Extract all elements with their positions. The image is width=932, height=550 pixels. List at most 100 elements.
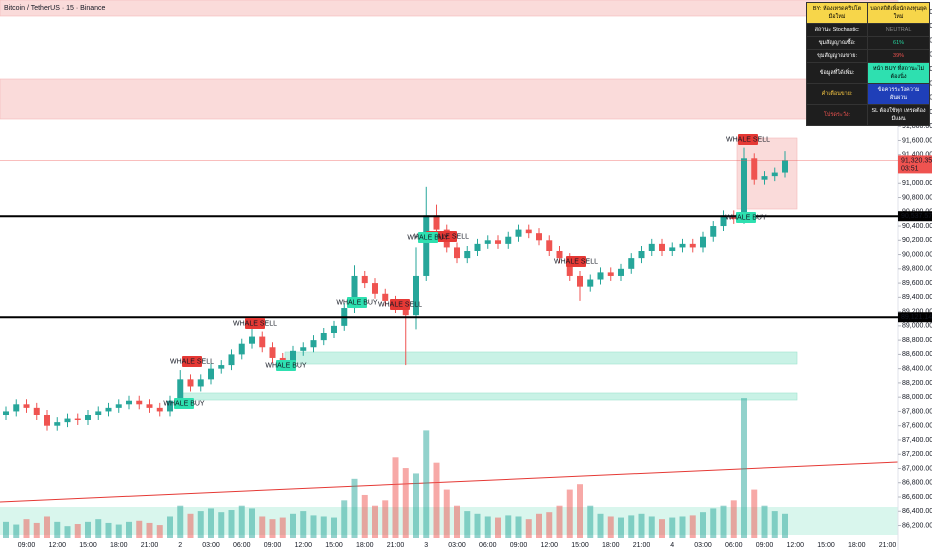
candle-body xyxy=(751,158,758,180)
signal-label: WHALE BUY xyxy=(163,400,205,407)
volume-bar xyxy=(689,515,696,538)
candle-body xyxy=(669,247,676,251)
candle-body xyxy=(464,250,471,259)
candle-body xyxy=(628,258,635,269)
volume-bar xyxy=(761,505,768,538)
table-cell: ข้อควรระวังความผันผวน xyxy=(867,83,930,105)
candle-body xyxy=(290,350,296,362)
signal-box xyxy=(736,212,756,223)
signal-box xyxy=(182,356,202,367)
candle-body xyxy=(679,243,686,248)
x-tick-label: 18:00 xyxy=(848,542,866,549)
signal-label: WHALE BUY xyxy=(407,234,449,241)
x-tick-label: 15:00 xyxy=(571,542,589,549)
volume-bar xyxy=(95,519,102,538)
candle-body xyxy=(474,243,481,251)
volume-bar xyxy=(238,505,245,538)
demand-zone xyxy=(179,392,798,401)
x-tick-label: 2 xyxy=(178,542,182,549)
signal-box xyxy=(418,232,438,243)
x-tick-label: 09:00 xyxy=(756,542,774,549)
x-tick-label: 03:00 xyxy=(202,542,220,549)
x-tick-label: 18:00 xyxy=(602,542,620,549)
candle-body xyxy=(187,379,194,387)
volume-bar xyxy=(146,522,153,538)
candle-body xyxy=(95,411,102,415)
x-tick-label: 12:00 xyxy=(540,542,558,549)
x-tick-label: 18:00 xyxy=(110,542,128,549)
y-tick-label: 86,600.00 xyxy=(902,494,932,501)
candle-body xyxy=(372,283,378,294)
volume-bar xyxy=(525,519,532,538)
candle-body xyxy=(607,272,614,276)
y-tick-label: 91,400.00 xyxy=(902,152,932,159)
volume-bar xyxy=(33,522,40,538)
signal-label: WHALE SELL xyxy=(233,320,277,327)
volume-bar xyxy=(167,516,173,538)
x-tick-label: 03:00 xyxy=(694,542,712,549)
candle-body xyxy=(495,240,501,244)
candle-body xyxy=(741,158,747,219)
candle-body xyxy=(484,240,491,244)
signal-box xyxy=(174,398,194,409)
candle-body xyxy=(700,236,706,248)
y-tick-label: 86,200.00 xyxy=(902,522,932,529)
signal-box xyxy=(566,256,586,267)
candle-body xyxy=(597,272,604,280)
volume-bar xyxy=(228,510,235,538)
candle-body xyxy=(23,404,30,408)
volume-bar xyxy=(771,511,778,538)
candle-body xyxy=(126,400,132,405)
table-cell: ขุมสัญญาณซื้อ: xyxy=(805,36,869,50)
volume-bar xyxy=(126,521,132,538)
candle-body xyxy=(382,293,389,301)
x-tick-label: 15:00 xyxy=(325,542,343,549)
candle-body xyxy=(536,233,542,241)
table-cell: ขุมสัญญาณขาย: xyxy=(805,49,869,63)
x-tick-label: 4 xyxy=(670,542,674,549)
table-cell: สถานะ Stochastic: xyxy=(805,23,869,37)
signal-label: WHALE SELL xyxy=(170,358,214,365)
candle-body xyxy=(300,347,307,351)
x-tick-label: 06:00 xyxy=(479,542,497,549)
table-row: โปรดระวัง: SL ต้องใช้ทุก เทรดต้องมีแผน xyxy=(805,104,930,126)
volume-bar xyxy=(536,513,542,538)
volume-bar xyxy=(218,512,225,538)
y-tick-label: 87,000.00 xyxy=(902,465,932,472)
y-tick-label: 87,600.00 xyxy=(902,423,932,430)
volume-bar xyxy=(249,508,255,538)
y-tick-label: 91,600.00 xyxy=(902,137,932,144)
y-tick-label: 86,400.00 xyxy=(902,508,932,515)
level-label: 89,121.14 xyxy=(901,314,932,321)
candle-body xyxy=(218,365,225,369)
volume-bar xyxy=(44,516,50,538)
volume-bar xyxy=(515,516,522,538)
volume-bar xyxy=(454,505,460,538)
signal-label: WHALE BUY xyxy=(725,214,767,221)
volume-bar xyxy=(546,512,553,538)
y-tick-label: 87,400.00 xyxy=(902,437,932,444)
volume-bar xyxy=(269,519,276,538)
volume-bar xyxy=(64,526,71,538)
volume-bar xyxy=(74,524,81,538)
candle-body xyxy=(659,243,665,251)
candle-body xyxy=(505,236,512,244)
candle-body xyxy=(413,275,419,316)
price-timer: 03:51 xyxy=(901,165,919,172)
volume-bar xyxy=(505,515,512,538)
candle-body xyxy=(238,343,245,355)
volume-bar xyxy=(669,517,676,538)
candle-body xyxy=(577,275,583,287)
y-tick-label: 89,000.00 xyxy=(902,323,932,330)
price-tag xyxy=(898,155,932,174)
price-label: 91,320.35 xyxy=(901,157,932,164)
signal-box xyxy=(437,231,457,242)
y-tick-label: 91,800.00 xyxy=(902,123,932,130)
table-cell: บอกสถิติเพื่อนักลงทุนยุคใหม่ xyxy=(867,2,930,24)
table-row: ขุมสัญญาณซื้อ: 61% xyxy=(805,36,930,50)
candle-body xyxy=(710,226,717,237)
signal-box xyxy=(390,299,410,310)
